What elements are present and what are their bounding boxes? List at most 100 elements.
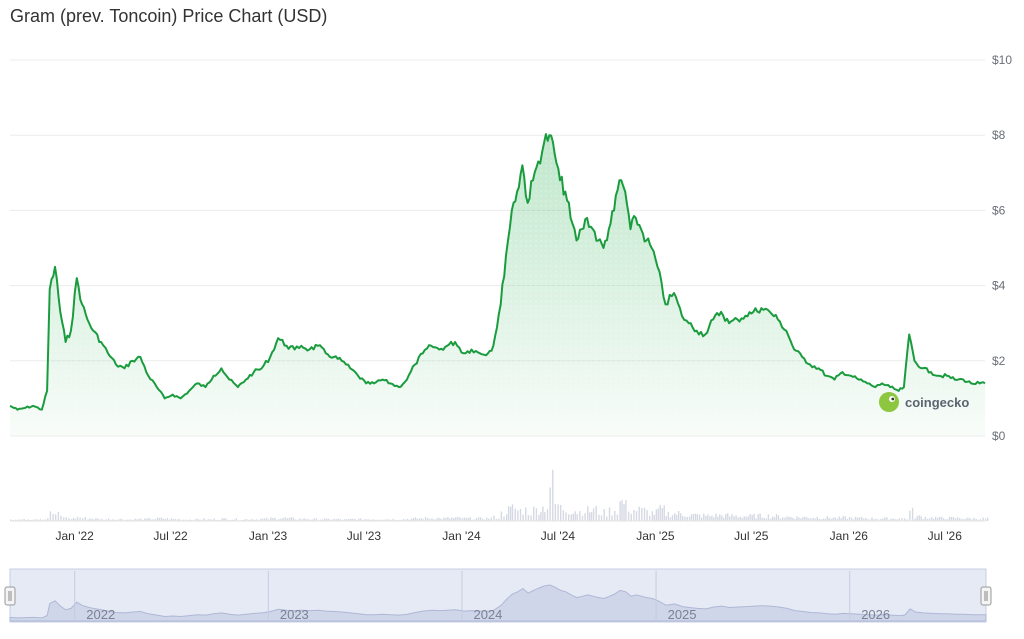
volume-bar [412,518,415,521]
volume-bar [886,517,888,521]
volume-bar [757,514,759,521]
volume-bar [848,517,851,521]
volume-bar [932,519,935,521]
volume-bar [380,519,382,521]
volume-bar [307,519,309,521]
volume-bar [130,519,132,521]
volume-bar [227,519,229,521]
volume-bar [663,505,665,521]
volume-bar [457,516,459,521]
volume-bar [733,516,735,521]
volume-bar [331,519,334,521]
volume-bar [892,518,894,521]
volume-bar [965,518,967,521]
volume-bar [735,515,737,521]
gecko-logo-icon [879,392,899,412]
volume-bar [814,518,816,521]
volume-bar [500,511,503,521]
volume-bar [538,514,540,521]
volume-bar [70,519,73,521]
volume-bar [694,513,697,521]
y-tick-label: $6 [992,203,1006,217]
volume-bar [812,517,814,521]
volume-bar [701,517,703,521]
volume-bar [587,506,589,521]
volume-bar [906,519,908,521]
volume-bar [467,517,469,521]
volume-bar [235,518,238,521]
volume-bar [63,517,65,521]
volume-bar [480,517,482,521]
navigator-left-handle[interactable] [4,586,16,606]
volume-bar [952,517,955,521]
volume-bar [205,519,207,521]
volume-bar [414,517,417,521]
volume-bar [150,519,152,521]
volume-bar [790,517,792,521]
volume-bar [798,517,800,521]
volume-bar [449,518,451,521]
volume-bar [918,515,920,521]
volume-bar [723,517,725,521]
volume-bar [247,519,250,521]
volume-bar [565,512,567,521]
volume-bar [14,519,17,521]
volume-bar [52,514,54,521]
volume-bar [661,508,663,521]
volume-bar [875,518,877,521]
volume-bar [600,515,603,521]
volume-bar [245,519,248,521]
volume-bar [455,517,457,521]
volume-bar [303,518,305,521]
volume-bar [207,519,209,521]
volume-bar [773,517,776,521]
volume-bar [584,513,586,521]
volume-bar [931,517,933,521]
volume-bar [168,519,171,521]
price-line[interactable] [9,133,986,411]
volume-bar [339,519,342,521]
volume-bar [233,519,235,521]
volume-bar [348,519,350,521]
x-tick-label: Jul '24 [541,529,576,543]
volume-bar [17,519,19,521]
volume-bar [386,519,388,521]
navigator-axis: 2022 2023 2024 2025 2026 [74,571,890,622]
volume-bar [751,515,753,521]
volume-bar [745,516,747,521]
navigator-right-handle[interactable] [980,586,992,606]
volume-bar [684,516,686,521]
volume-bar [44,519,46,521]
volume-bar [31,519,33,521]
volume-bar [938,516,941,521]
y-tick-label: $0 [992,429,1006,443]
volume-bar [688,516,691,521]
volume-bar [95,518,97,521]
volume-bar [453,517,455,521]
volume-bar [540,512,542,521]
volume-bar [909,510,911,521]
volume-bar [755,518,757,521]
volume-bar [191,519,193,521]
volume-bar [863,518,865,521]
volume-bar [311,519,313,521]
range-navigator[interactable]: 2022 2023 2024 2025 2026 [4,568,992,623]
volume-bar [128,519,130,521]
volume-bar [767,514,770,521]
volume-bar [158,518,161,521]
volume-bar [856,517,859,521]
volume-bar [366,519,368,521]
volume-bar [374,519,376,521]
volume-bar [852,519,855,521]
volume-bar [888,519,890,521]
volume-bar [898,518,900,521]
volume-bar [418,518,421,521]
volume-bar [197,519,199,521]
volume-bar [696,514,699,521]
volume-bar [72,517,75,521]
volume-bar [858,517,861,521]
volume-bar [305,519,307,521]
volume-bar [621,500,623,521]
volume-bar [830,518,832,521]
